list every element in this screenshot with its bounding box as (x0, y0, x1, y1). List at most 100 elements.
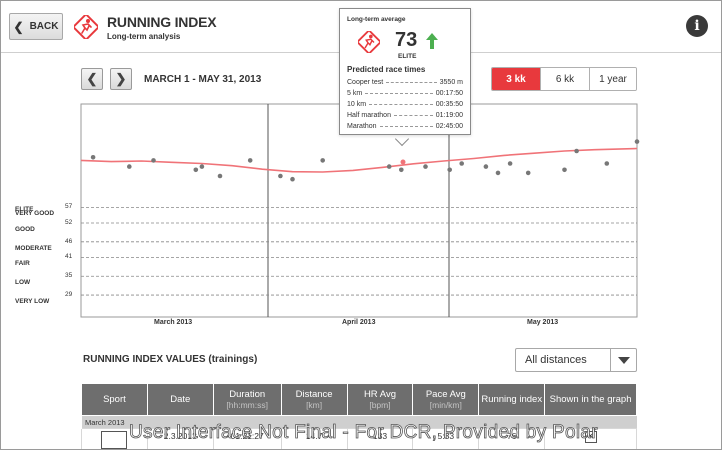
column-header-running-index[interactable]: Running index (478, 383, 546, 416)
data-point (574, 148, 579, 154)
race-time-row: Half marathon 01:19:00 (347, 110, 463, 120)
column-header-shown-in-graph[interactable]: Shown in the graph (544, 383, 637, 416)
data-point (320, 158, 326, 163)
leader-dashes (365, 92, 433, 94)
period-toggle: 3 kk 6 kk 1 year (491, 67, 637, 91)
cell-duration: 01:21:27 (212, 428, 282, 449)
race-time-row: 5 km 00:17:50 (347, 88, 463, 98)
data-point (386, 164, 392, 169)
race-value: 01:19:00 (435, 111, 463, 119)
data-point (483, 164, 489, 169)
period-option-6kk[interactable]: 6 kk (540, 68, 589, 90)
level-label: MODERATE (15, 244, 52, 252)
running-index-chart (80, 103, 640, 318)
watermark: User Interface Not Final - For DCR, Prov… (129, 422, 598, 444)
group-label: March 2013 (81, 415, 637, 429)
race-value: 3550 m (439, 78, 463, 86)
table-row[interactable]: 2.3.2013 01:21:27 14.7 133 5:33 76 × (81, 428, 637, 449)
column-unit: [min/km] (429, 399, 462, 410)
previous-period-button[interactable]: ❮ (81, 68, 103, 90)
race-label: 5 km (347, 89, 363, 97)
column-unit: [km] (306, 399, 323, 410)
leader-dashes (379, 125, 433, 127)
level-label: ELITE (15, 206, 34, 213)
level-value: 41 (65, 253, 73, 261)
column-label: Running index (481, 394, 543, 405)
trend-up-arrow-icon (426, 33, 438, 49)
column-header-sport[interactable]: Sport (81, 383, 148, 416)
back-button-label: BACK (29, 21, 59, 32)
cell-running-index: 76 (478, 428, 546, 449)
data-point (151, 158, 156, 163)
data-point (423, 164, 428, 169)
month-label-march: March 2013 (154, 319, 193, 326)
long-term-average-tooltip: Long-term average 73 ELITE Predicted rac… (339, 8, 471, 135)
data-point (399, 167, 404, 173)
running-index-table: Sport Date Duration [hh:mm:ss] Distance [k… (81, 383, 637, 449)
race-value: 02:45:00 (435, 122, 463, 130)
level-value: 29 (65, 291, 73, 299)
back-button[interactable]: ❮ BACK (9, 13, 63, 40)
data-point (247, 158, 253, 163)
level-label: FAIR (15, 260, 30, 268)
level-value: 46 (65, 237, 73, 245)
level-label: LOW (15, 279, 31, 287)
column-label: Distance (295, 388, 333, 400)
shown-in-graph-checkbox[interactable]: × (584, 431, 597, 443)
column-header-date[interactable]: Date (146, 383, 214, 416)
level-value: 52 (65, 219, 73, 227)
column-header-hr-avg[interactable]: HR Avg [bpm] (346, 383, 414, 416)
running-shoe-icon (101, 431, 128, 449)
period-option-1year[interactable]: 1 year (589, 68, 636, 90)
month-label-may: May 2013 (527, 319, 559, 326)
running-index-icon (358, 31, 380, 53)
tooltip-heading: Long-term average (347, 16, 406, 23)
data-point (459, 161, 465, 166)
data-point (604, 161, 610, 166)
column-label: Sport (103, 394, 126, 405)
column-unit: [bpm] (369, 399, 391, 410)
race-value: 00:17:50 (435, 89, 463, 97)
race-label: Marathon (347, 122, 377, 130)
data-point (495, 170, 501, 176)
column-label: HR Avg (363, 388, 396, 400)
info-icon: i (694, 18, 700, 34)
distance-filter-select[interactable]: All distances (515, 348, 637, 372)
next-period-button[interactable]: ❯ (110, 68, 132, 90)
column-label: Shown in the graph (549, 394, 632, 405)
race-time-row: Cooper test 3550 m (347, 77, 463, 87)
column-header-distance[interactable]: Distance [km] (280, 383, 348, 416)
chevron-right-icon: ❯ (115, 71, 127, 86)
data-point (127, 164, 132, 169)
column-label: Date (170, 394, 191, 405)
level-label: GOOD (15, 226, 35, 234)
column-unit: [hh:mm:ss] (226, 399, 268, 410)
data-point (634, 139, 640, 144)
column-header-duration[interactable]: Duration [hh:mm:ss] (212, 383, 282, 416)
data-point (90, 155, 96, 160)
cell-distance: 14.7 (280, 428, 348, 449)
level-value: 57 (65, 203, 73, 211)
race-label: 10 km (347, 100, 367, 108)
column-label: Pace Avg (425, 388, 466, 400)
column-header-pace-avg[interactable]: Pace Avg [min/km] (412, 383, 480, 416)
month-label-april: April 2013 (342, 319, 376, 326)
column-label: Duration (229, 388, 266, 400)
predicted-race-times-title: Predicted race times (347, 65, 426, 74)
race-label: Half marathon (347, 111, 391, 119)
leader-dashes (369, 103, 433, 105)
dropdown-button[interactable] (610, 349, 636, 371)
period-option-3kk[interactable]: 3 kk (492, 68, 540, 90)
data-point (507, 161, 513, 166)
data-point (278, 173, 283, 179)
running-index-icon (74, 15, 98, 39)
info-button[interactable]: i (686, 15, 708, 37)
level-value: 35 (65, 272, 73, 280)
trend-line (80, 147, 638, 173)
level-label: VERY LOW (15, 298, 50, 306)
data-point (193, 167, 199, 173)
average-index-value: 73 (395, 29, 418, 51)
section-title: RUNNING INDEX VALUES (trainings) (83, 354, 258, 365)
table-group-row: March 2013 (81, 415, 637, 429)
